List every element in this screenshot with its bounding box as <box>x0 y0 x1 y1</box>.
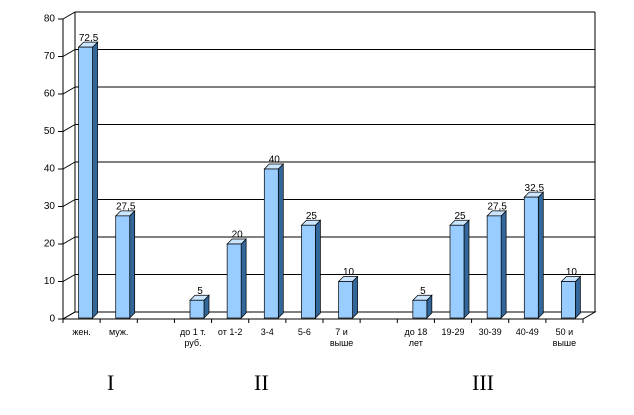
grid-line-side <box>62 236 76 245</box>
x-tick-label: 30-39 <box>478 327 502 337</box>
bar-side <box>575 275 581 319</box>
value-label: 27,5 <box>487 202 507 213</box>
value-label: 40 <box>269 155 281 166</box>
bar-side <box>463 219 470 319</box>
bar-side <box>129 210 136 319</box>
bar <box>78 46 93 319</box>
y-tick-label: 30 <box>44 201 56 212</box>
bar <box>523 196 539 319</box>
y-tick-label: 0 <box>49 314 55 325</box>
grid-line-side <box>62 274 76 282</box>
bar-side <box>92 41 98 319</box>
bar <box>449 224 465 319</box>
bar <box>412 299 428 319</box>
value-label: 72,5 <box>79 33 99 44</box>
bar-side <box>352 275 358 319</box>
y-tick-label: 70 <box>44 51 56 62</box>
value-label: 25 <box>306 211 318 222</box>
y-tick-label: 60 <box>44 89 56 100</box>
x-tick-label: до 1 т. руб. <box>180 327 206 348</box>
bar-side <box>277 163 284 319</box>
grid-line-side <box>62 86 76 95</box>
x-tick-label: 5-6 <box>297 327 311 337</box>
floor <box>61 311 597 320</box>
grid-line-side <box>62 161 76 170</box>
value-label: 10 <box>566 267 578 278</box>
grid-line-side <box>62 124 76 132</box>
bar-side <box>500 210 507 319</box>
y-tick-label: 80 <box>44 14 56 25</box>
x-tick-label: жен. <box>72 327 91 337</box>
bar-side <box>537 191 544 319</box>
group-label: III <box>472 370 494 395</box>
value-label: 20 <box>232 230 244 241</box>
value-label: 5 <box>420 286 426 297</box>
value-label: 32,5 <box>525 183 545 194</box>
value-label: 25 <box>454 211 466 222</box>
x-tick-label: 19-29 <box>441 327 465 337</box>
bar <box>561 281 576 319</box>
bar <box>338 281 353 319</box>
x-tick-label: от 1-2 <box>217 327 243 337</box>
group-label: I <box>107 370 115 395</box>
grid-line-side <box>62 311 76 320</box>
bar-side <box>315 219 321 319</box>
grid-line-side <box>62 199 76 207</box>
x-tick-label: 3-4 <box>260 327 274 337</box>
group-label: II <box>254 370 269 395</box>
y-tick-label: 20 <box>44 239 56 250</box>
bar-side <box>240 238 247 319</box>
value-label: 27,5 <box>116 202 136 213</box>
x-tick-label: до 18 лет <box>404 327 428 348</box>
value-label: 5 <box>197 286 203 297</box>
y-tick-label: 50 <box>44 126 56 137</box>
x-tick-label: 40-49 <box>515 327 539 337</box>
x-tick-label: 7 и выше <box>329 327 354 348</box>
grid-line-side <box>62 11 76 20</box>
bar <box>226 243 242 319</box>
bar <box>486 215 502 319</box>
bar <box>301 224 316 319</box>
bar <box>263 168 279 319</box>
x-tick-label: 50 и выше <box>552 327 577 348</box>
bar <box>189 299 205 319</box>
y-tick-label: 40 <box>44 164 56 175</box>
grid-line-side <box>62 49 76 57</box>
y-tick-label: 10 <box>44 276 56 287</box>
value-label: 10 <box>343 267 355 278</box>
bar <box>115 215 131 319</box>
x-tick-label: муж. <box>108 327 129 337</box>
